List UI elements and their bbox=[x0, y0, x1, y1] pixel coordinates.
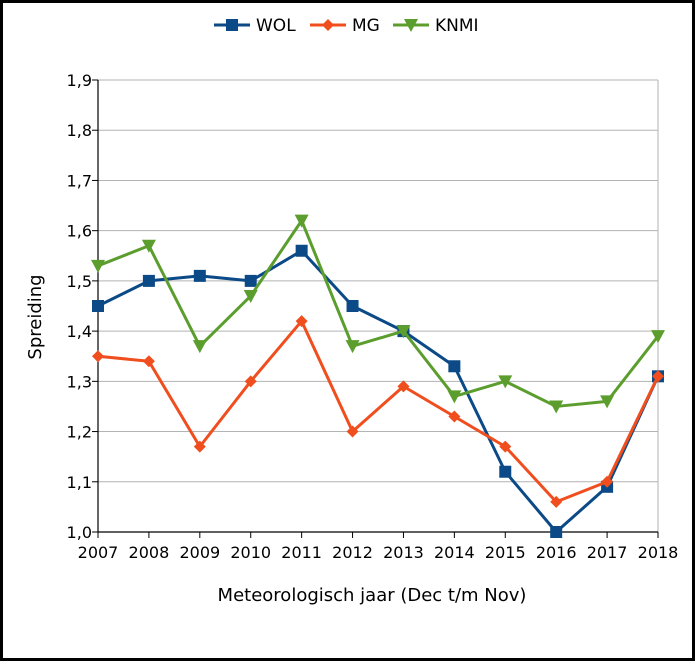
data-point-wol bbox=[448, 360, 461, 373]
legend-marker-mg bbox=[322, 19, 334, 31]
y-tick-label: 1,8 bbox=[67, 121, 92, 140]
legend-marker-knmi bbox=[404, 19, 418, 32]
data-point-knmi bbox=[396, 325, 411, 339]
data-point-knmi bbox=[141, 239, 156, 253]
legend-item-knmi: KNMI bbox=[393, 16, 479, 36]
axes bbox=[92, 79, 659, 538]
data-point-mg bbox=[244, 375, 257, 388]
data-point-knmi bbox=[294, 214, 309, 228]
y-tick-label: 1,9 bbox=[67, 71, 92, 90]
legend: WOL MG KNMI bbox=[214, 16, 479, 36]
y-tick-label: 1,3 bbox=[67, 372, 92, 391]
legend-item-wol: WOL bbox=[214, 16, 296, 36]
data-point-wol bbox=[193, 269, 206, 282]
x-tick-label: 2016 bbox=[536, 543, 577, 562]
data-point-knmi bbox=[345, 340, 360, 354]
data-point-wol bbox=[550, 526, 563, 538]
x-tick-label: 2008 bbox=[129, 543, 170, 562]
y-tick-labels: 1,0 1,1 1,2 1,3 1,4 1,5 1,6 1,7 1,8 1,9 bbox=[67, 71, 92, 542]
data-point-mg bbox=[550, 495, 563, 508]
data-point-mg bbox=[295, 315, 308, 328]
y-tick-label: 1,4 bbox=[67, 322, 92, 341]
legend-item-mg: MG bbox=[310, 16, 380, 36]
y-tick-label: 1,0 bbox=[67, 523, 92, 542]
data-point-wol bbox=[92, 300, 104, 312]
data-point-mg bbox=[448, 410, 461, 423]
series-group bbox=[91, 214, 665, 538]
series-line-wol bbox=[97, 249, 660, 534]
series-line-knmi bbox=[97, 219, 660, 408]
x-tick-labels: 2007 2008 2009 2010 2011 2012 2013 2014 2015 2016… bbox=[78, 543, 679, 562]
data-point-knmi bbox=[192, 340, 207, 354]
data-point-mg bbox=[193, 440, 206, 453]
grid-lines bbox=[98, 79, 659, 532]
data-point-knmi bbox=[549, 400, 564, 414]
data-point-knmi bbox=[243, 289, 258, 303]
series-line-mg bbox=[97, 319, 660, 504]
data-point-mg bbox=[92, 350, 104, 363]
x-tick-label: 2013 bbox=[383, 543, 424, 562]
x-tick-label: 2007 bbox=[78, 543, 119, 562]
data-point-wol bbox=[244, 274, 257, 287]
data-point-wol bbox=[346, 300, 359, 312]
x-tick-label: 2014 bbox=[434, 543, 475, 562]
data-point-mg bbox=[499, 440, 512, 453]
legend-label-knmi: KNMI bbox=[435, 16, 479, 36]
x-tick-label: 2017 bbox=[587, 543, 628, 562]
data-point-mg bbox=[397, 380, 410, 393]
data-point-knmi bbox=[498, 375, 513, 389]
legend-label-mg: MG bbox=[352, 16, 380, 36]
legend-marker-wol bbox=[226, 19, 238, 31]
y-tick-label: 1,1 bbox=[67, 473, 92, 492]
data-point-mg bbox=[346, 425, 359, 438]
data-point-mg bbox=[142, 355, 155, 368]
x-tick-label: 2018 bbox=[638, 543, 679, 562]
data-point-mg bbox=[601, 475, 614, 488]
data-point-knmi bbox=[91, 259, 105, 273]
y-tick-label: 1,2 bbox=[67, 423, 92, 442]
y-tick-label: 1,5 bbox=[67, 272, 92, 291]
data-point-wol bbox=[499, 465, 512, 478]
legend-label-wol: WOL bbox=[256, 16, 296, 36]
x-tick-label: 2009 bbox=[179, 543, 220, 562]
x-tick-label: 2015 bbox=[485, 543, 526, 562]
data-point-knmi bbox=[651, 330, 665, 344]
x-tick-label: 2011 bbox=[281, 543, 322, 562]
y-tick-label: 1,6 bbox=[67, 222, 92, 241]
y-axis-title: Spreiding bbox=[25, 274, 46, 359]
data-point-knmi bbox=[600, 395, 615, 409]
data-point-wol bbox=[295, 244, 308, 257]
x-tick-label: 2012 bbox=[332, 543, 373, 562]
data-point-mg bbox=[652, 370, 664, 383]
y-tick-label: 1,7 bbox=[67, 171, 92, 190]
x-tick-label: 2010 bbox=[230, 543, 271, 562]
data-point-wol bbox=[142, 274, 155, 287]
series-knmi bbox=[91, 214, 665, 414]
series-mg bbox=[92, 315, 664, 508]
data-point-knmi bbox=[447, 390, 462, 404]
x-axis-title: Meteorologisch jaar (Dec t/m Nov) bbox=[218, 585, 527, 606]
